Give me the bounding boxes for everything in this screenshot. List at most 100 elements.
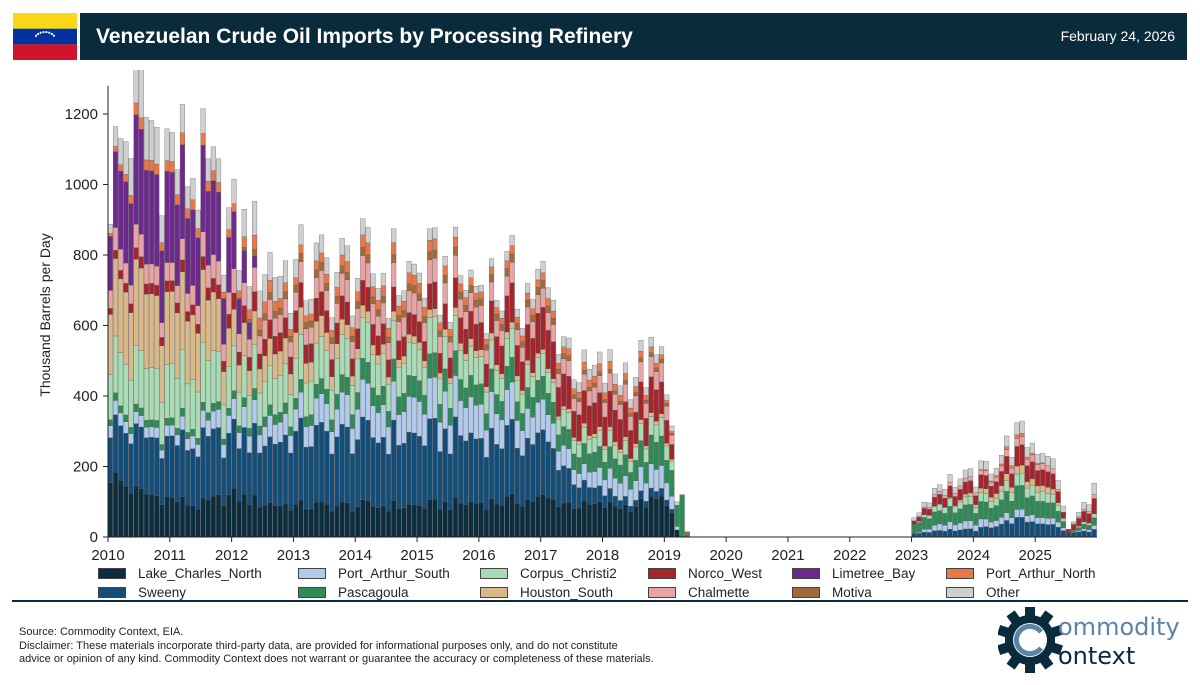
- legend-item-other: Other: [946, 584, 1020, 601]
- bar-segment-chalmette: [252, 267, 258, 292]
- bar-segment-pascagoula: [272, 414, 278, 425]
- bar-segment-pascagoula: [1081, 524, 1087, 529]
- bar-segment-norco-west: [308, 343, 314, 363]
- bar-segment-corpus-christi2: [349, 385, 355, 415]
- bar-segment-port-arthur-south: [205, 420, 211, 437]
- bar-segment-chalmette: [659, 362, 665, 383]
- bar-segment-pascagoula: [633, 460, 639, 481]
- bar-segment-lake-charles-north: [179, 496, 186, 538]
- bar-segment-sweeny: [154, 437, 160, 496]
- bar-segment-houston-south: [360, 305, 366, 318]
- bar-segment-port-arthur-north: [267, 280, 273, 293]
- bar-segment-other: [195, 209, 201, 229]
- bar-stack: [473, 286, 479, 538]
- bar-segment-chalmette: [200, 231, 206, 257]
- bar-segment-houston-south: [643, 445, 649, 450]
- bar-segment-houston-south: [210, 291, 216, 351]
- bar-segment-chalmette: [978, 469, 984, 475]
- legend-item-motiva: Motiva: [792, 584, 872, 601]
- bar-segment-port-arthur-north: [246, 309, 252, 320]
- bar-segment-limetree-bay: [113, 151, 119, 228]
- bar-segment-corpus-christi2: [952, 506, 958, 514]
- bar-segment-port-arthur-south: [555, 451, 562, 471]
- bar-segment-norco-west: [133, 247, 139, 260]
- flag-star-icon: [42, 30, 45, 34]
- bar-segment-chalmette: [216, 260, 222, 285]
- bar-segment-corpus-christi2: [365, 322, 371, 363]
- bar-segment-other: [375, 288, 381, 301]
- bar-stack: [643, 387, 649, 538]
- bar-segment-norco-west: [1019, 444, 1025, 466]
- bar-segment-port-arthur-north: [1004, 446, 1010, 450]
- bar-segment-sweeny: [659, 488, 665, 497]
- legend: Lake_Charles_North Sweeny Port_Arthur_Sout…: [98, 565, 1108, 603]
- bar-segment-sweeny: [143, 437, 149, 495]
- venezuela-flag: [13, 13, 77, 60]
- bar-segment-port-arthur-south: [422, 414, 428, 446]
- bar-segment-port-arthur-south: [365, 383, 371, 421]
- bar-segment-norco-west: [550, 341, 556, 379]
- bar-segment-corpus-christi2: [1019, 473, 1025, 486]
- bar-segment-other: [164, 128, 170, 161]
- bar-segment-other: [576, 382, 582, 393]
- bar-segment-houston-south: [257, 368, 263, 394]
- bar-segment-port-arthur-south: [216, 409, 222, 428]
- bar-segment-other: [1014, 422, 1020, 435]
- bar-segment-corpus-christi2: [942, 507, 948, 514]
- bar-segment-corpus-christi2: [622, 440, 628, 455]
- bar-stack: [664, 394, 670, 538]
- bar-segment-port-arthur-south: [638, 466, 644, 491]
- bar-segment-chalmette: [607, 372, 613, 392]
- bar-segment-limetree-bay: [123, 181, 129, 264]
- bar-segment-corpus-christi2: [257, 392, 263, 427]
- legend-item-pascagoula: Pascagoula: [298, 584, 409, 601]
- bar-segment-limetree-bay: [174, 204, 180, 286]
- bar-segment-port-arthur-north: [1019, 433, 1025, 437]
- bar-segment-houston-south: [293, 332, 299, 359]
- bar-segment-pascagoula: [962, 504, 968, 522]
- bar-segment-port-arthur-south: [319, 393, 325, 423]
- bar-segment-corpus-christi2: [988, 500, 994, 509]
- bar-stack: [277, 276, 283, 538]
- bar-segment-chalmette: [133, 223, 139, 248]
- bar-segment-port-arthur-north: [561, 346, 567, 354]
- bar-segment-port-arthur-south: [210, 410, 216, 429]
- bar-segment-lake-charles-north: [282, 503, 289, 538]
- bar-segment-lake-charles-north: [422, 508, 428, 538]
- bar-segment-other: [653, 354, 659, 364]
- bar-segment-chalmette: [118, 248, 124, 271]
- bar-segment-sweeny: [169, 435, 175, 498]
- bar-segment-other: [911, 517, 917, 522]
- bar-segment-houston-south: [432, 308, 438, 317]
- bar-segment-norco-west: [576, 414, 582, 442]
- bar-stack: [375, 288, 381, 538]
- bar-segment-motiva: [684, 531, 690, 536]
- bar-segment-port-arthur-south: [937, 523, 943, 531]
- bar-segment-houston-south: [540, 349, 546, 354]
- bar-segment-motiva: [489, 274, 495, 283]
- bar-segment-lake-charles-north: [210, 496, 216, 538]
- flag-stars: [35, 30, 56, 37]
- bar-segment-houston-south: [406, 334, 412, 343]
- bar-segment-sweeny: [957, 529, 963, 538]
- bar-segment-pascagoula: [1029, 495, 1035, 515]
- bar-segment-corpus-christi2: [968, 496, 974, 505]
- bar-segment-other: [133, 70, 139, 104]
- bar-segment-chalmette: [344, 279, 350, 303]
- bar-segment-sweeny: [262, 445, 268, 506]
- bar-segment-pascagoula: [1004, 491, 1010, 513]
- bar-segment-corpus-christi2: [133, 345, 139, 405]
- bar-segment-other: [293, 259, 299, 278]
- bar-segment-pascagoula: [489, 368, 495, 392]
- bar-segment-chalmette: [540, 288, 546, 308]
- bar-segment-motiva: [592, 383, 598, 388]
- bar-segment-lake-charles-north: [638, 498, 644, 538]
- bar-segment-port-arthur-south: [514, 420, 520, 449]
- bar-segment-other: [1035, 454, 1041, 464]
- bar-stack: [648, 336, 654, 538]
- bar-segment-motiva: [319, 262, 325, 271]
- bar-segment-sweeny: [200, 427, 206, 499]
- bar-segment-chalmette: [597, 375, 603, 393]
- bar-stack: [932, 488, 938, 538]
- bar-segment-norco-west: [344, 301, 350, 325]
